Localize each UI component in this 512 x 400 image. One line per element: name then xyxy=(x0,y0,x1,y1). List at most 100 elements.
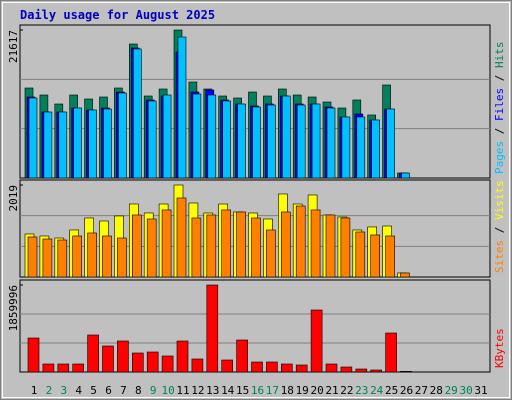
bar xyxy=(236,211,246,278)
bar xyxy=(251,361,263,373)
x-tick-label: 23 xyxy=(355,384,368,397)
bar xyxy=(355,368,368,373)
x-tick-label: 21 xyxy=(325,384,338,397)
x-tick-label: 5 xyxy=(90,384,97,397)
bar xyxy=(295,364,308,373)
bar xyxy=(296,104,306,179)
bar xyxy=(371,119,381,179)
bar xyxy=(370,369,383,373)
bar xyxy=(266,361,278,373)
bar xyxy=(192,93,202,179)
x-tick-label: 22 xyxy=(340,384,353,397)
bar xyxy=(88,109,97,179)
bar xyxy=(162,94,172,179)
bar xyxy=(146,351,159,373)
bar xyxy=(386,108,395,179)
bar xyxy=(400,272,410,278)
x-tick-label: 18 xyxy=(281,384,294,397)
bar xyxy=(42,238,53,278)
x-tick-label: 26 xyxy=(400,384,413,397)
x-tick-label: 25 xyxy=(385,384,398,397)
bar xyxy=(251,217,261,278)
bar xyxy=(146,218,157,278)
legend: Pages / Files / Hits xyxy=(493,42,506,175)
chart-title: Daily usage for August 2025 xyxy=(20,8,215,22)
legend: KBytes xyxy=(493,328,506,368)
bar xyxy=(73,107,82,179)
bar xyxy=(385,235,395,278)
x-tick-label: 13 xyxy=(206,384,219,397)
bar xyxy=(57,363,70,373)
x-tick-label: 15 xyxy=(236,384,249,397)
legend-separator: / xyxy=(493,68,506,88)
bar xyxy=(117,237,127,278)
x-tick-label: 6 xyxy=(105,384,112,397)
bar xyxy=(222,100,231,179)
bar xyxy=(356,116,366,179)
bar xyxy=(27,337,40,373)
x-tick-label: 17 xyxy=(266,384,279,397)
bar xyxy=(132,214,142,278)
x-tick-label: 31 xyxy=(474,384,487,397)
bar xyxy=(281,95,291,179)
bar xyxy=(133,48,142,179)
bar xyxy=(132,352,144,373)
legend-entry: KBytes xyxy=(493,328,506,368)
bar xyxy=(161,355,174,373)
bar xyxy=(58,111,68,179)
legend-entry: Sites xyxy=(493,240,506,273)
bar xyxy=(28,97,38,179)
legend-separator: / xyxy=(493,220,506,240)
bar xyxy=(325,214,336,278)
x-tick-label: 24 xyxy=(370,384,384,397)
legend-separator: / xyxy=(493,121,506,141)
x-tick-label: 9 xyxy=(150,384,157,397)
bar xyxy=(191,217,202,278)
bar xyxy=(325,363,338,373)
bar xyxy=(102,345,114,373)
bar xyxy=(295,205,306,278)
legend-entry: Pages xyxy=(493,141,506,174)
bar xyxy=(340,217,351,278)
bar xyxy=(87,232,97,278)
x-tick-label: 14 xyxy=(221,384,235,397)
x-tick-label: 10 xyxy=(161,384,174,397)
x-tick-label: 4 xyxy=(75,384,82,397)
x-tick-label: 16 xyxy=(251,384,264,397)
bar xyxy=(102,235,112,278)
bar xyxy=(370,234,381,278)
x-tick-label: 28 xyxy=(430,384,443,397)
bar xyxy=(206,284,219,373)
bar xyxy=(310,209,321,278)
x-tick-label: 11 xyxy=(176,384,189,397)
bar xyxy=(72,235,82,278)
legend: Sites / Visits xyxy=(493,180,506,273)
x-tick-label: 1 xyxy=(31,384,38,397)
legend-entry: Visits xyxy=(493,180,506,220)
y-tick-label: 1859996 xyxy=(7,285,20,331)
bar xyxy=(103,108,112,179)
bar xyxy=(326,107,336,179)
bar xyxy=(118,92,127,179)
bar xyxy=(221,359,233,373)
x-tick-label: 3 xyxy=(60,384,67,397)
legend-entry: Hits xyxy=(493,42,506,69)
bar xyxy=(310,309,323,373)
bar xyxy=(72,363,84,373)
bar xyxy=(385,332,397,373)
x-tick-label: 8 xyxy=(135,384,142,397)
bar xyxy=(147,100,157,179)
bar xyxy=(176,197,187,278)
bar xyxy=(43,111,53,179)
bar xyxy=(340,366,353,373)
x-tick-label: 20 xyxy=(310,384,323,397)
bar xyxy=(400,370,412,373)
bar xyxy=(341,116,351,179)
bar xyxy=(280,211,291,278)
x-tick-label: 27 xyxy=(415,384,428,397)
bar xyxy=(355,231,366,278)
y-tick-label: 21617 xyxy=(7,30,20,63)
bar xyxy=(191,358,204,373)
